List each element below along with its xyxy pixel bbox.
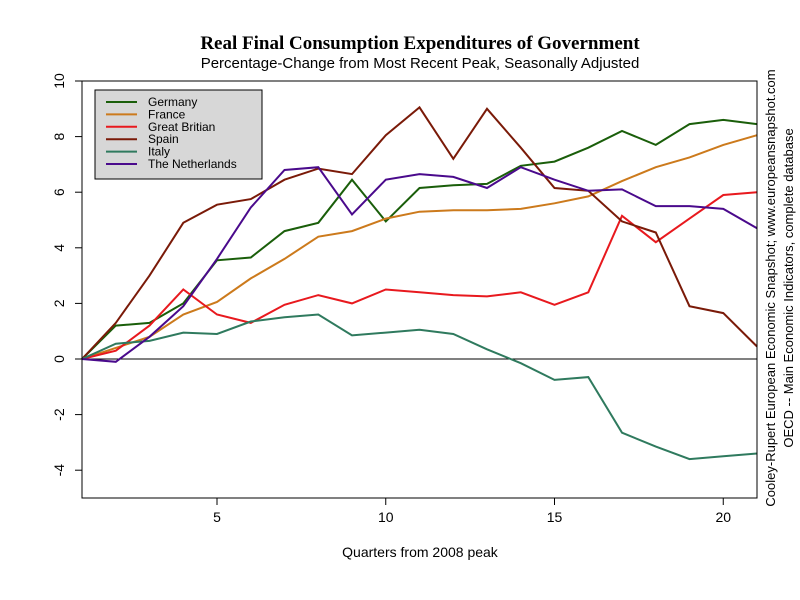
source-note-snapshot: Cooley-Rupert European Economic Snapshot… xyxy=(763,69,778,506)
plot-frame xyxy=(81,80,758,499)
legend-label-france: France xyxy=(148,107,186,121)
x-tick-label: 10 xyxy=(378,509,394,525)
series-line-the-netherlands xyxy=(81,166,758,363)
y-tick-label: 2 xyxy=(51,299,67,307)
y-tick-label: 6 xyxy=(51,188,67,196)
y-tick-label: 10 xyxy=(51,73,67,89)
series-line-great-britian xyxy=(81,191,758,360)
y-tick-label: 4 xyxy=(51,244,67,252)
x-axis: 5 10 15 20 xyxy=(213,498,731,525)
x-tick-label: 5 xyxy=(213,509,221,525)
chart-subtitle: Percentage-Change from Most Recent Peak,… xyxy=(201,55,640,72)
legend-label-italy: Italy xyxy=(148,145,170,159)
legend-label-great-britian: Great Britian xyxy=(148,120,215,134)
x-tick-label: 15 xyxy=(547,509,563,525)
y-tick-label: 0 xyxy=(51,355,67,363)
source-note-oecd: OECD -- Main Economic Indicators, comple… xyxy=(781,128,796,447)
y-tick-label: -2 xyxy=(51,408,67,421)
series-line-france xyxy=(81,134,758,360)
chart-title: Real Final Consumption Expenditures of G… xyxy=(200,33,640,54)
series-line-italy xyxy=(81,313,758,461)
plot-lines xyxy=(81,105,758,461)
legend-label-germany: Germany xyxy=(148,95,197,109)
x-tick-label: 20 xyxy=(715,509,731,525)
legend-label-spain: Spain xyxy=(148,132,179,146)
y-tick-label: 8 xyxy=(51,132,67,140)
y-axis: -4 -2 0 2 4 6 8 10 xyxy=(51,73,82,476)
y-tick-label: -4 xyxy=(51,464,67,477)
legend-label-the-netherlands: The Netherlands xyxy=(148,157,237,171)
x-axis-label: Quarters from 2008 peak xyxy=(342,544,499,560)
series-line-spain xyxy=(81,105,758,360)
